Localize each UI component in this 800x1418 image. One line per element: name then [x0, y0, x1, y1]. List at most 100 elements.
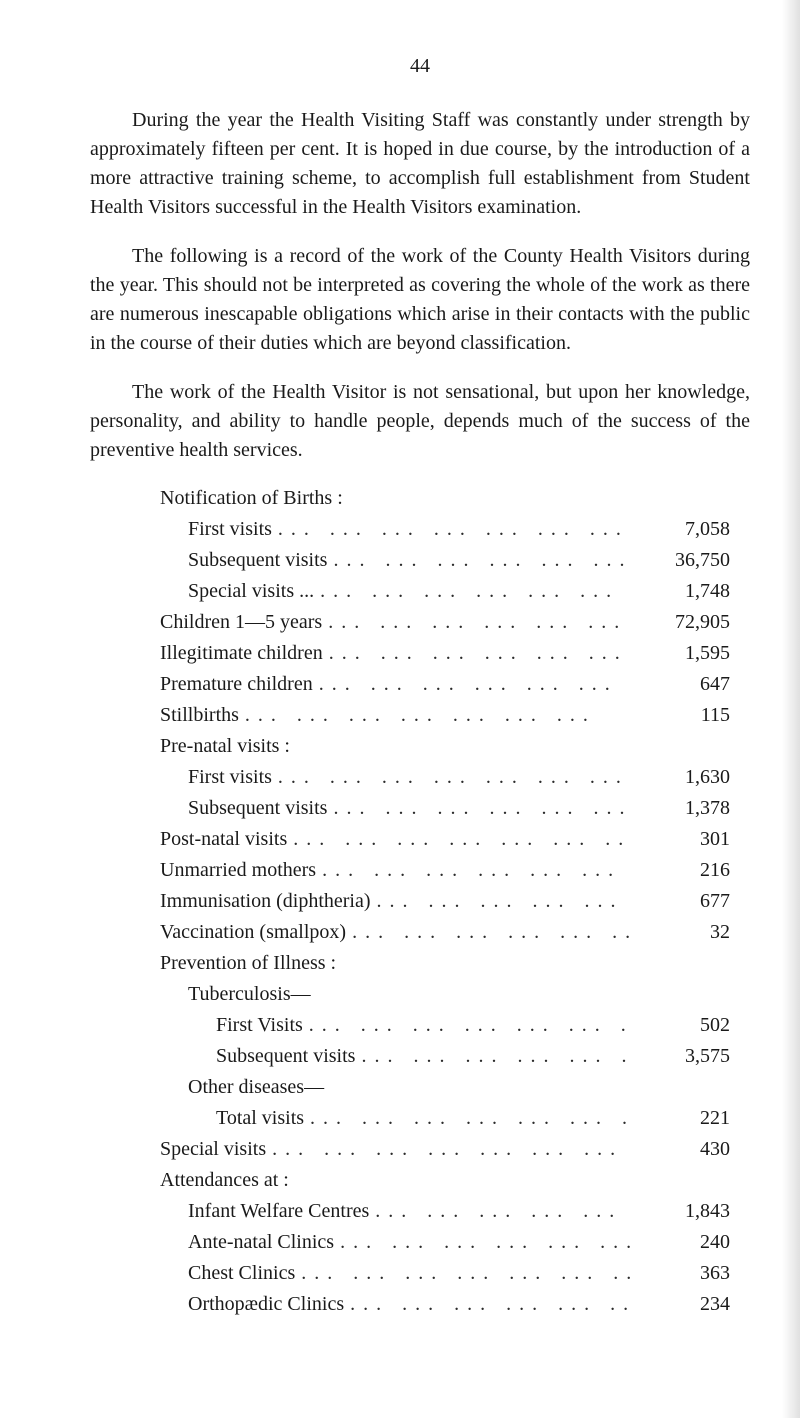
table-row: Ante-natal Clinics... ... ... ... ... ..… — [160, 1227, 750, 1258]
row-value: 240 — [630, 1227, 750, 1258]
leader-dots: ... ... ... ... ... ... ... — [322, 607, 630, 638]
leader-dots: ... ... ... ... ... ... ... — [355, 1041, 630, 1072]
table-row: Premature children... ... ... ... ... ..… — [160, 669, 750, 700]
document-page: 44 During the year the Health Visiting S… — [0, 0, 800, 1418]
row-label: Chest Clinics — [160, 1258, 295, 1289]
table-row: Tuberculosis— — [160, 979, 750, 1010]
table-row: Pre-natal visits : — [160, 731, 750, 762]
row-label: Special visits ... — [160, 576, 314, 607]
leader-dots: ... ... ... ... ... ... ... — [323, 638, 630, 669]
row-label: Special visits — [160, 1134, 266, 1165]
row-label: Subsequent visits — [160, 545, 327, 576]
leader-dots: ... ... ... ... ... ... ... — [346, 917, 630, 948]
row-label: Ante-natal Clinics — [160, 1227, 334, 1258]
row-label: Illegitimate children — [160, 638, 323, 669]
table-row: First Visits... ... ... ... ... ... ...5… — [160, 1010, 750, 1041]
row-value: 1,595 — [630, 638, 750, 669]
row-label: Other diseases— — [160, 1072, 324, 1103]
paragraph-1: During the year the Health Visiting Staf… — [90, 106, 750, 222]
table-row: First visits... ... ... ... ... ... ...1… — [160, 762, 750, 793]
table-row: Attendances at : — [160, 1165, 750, 1196]
row-label: Total visits — [160, 1103, 304, 1134]
row-label: Tuberculosis— — [160, 979, 311, 1010]
table-row: Prevention of Illness : — [160, 948, 750, 979]
row-value: 7,058 — [630, 514, 750, 545]
page-number: 44 — [90, 55, 750, 78]
row-label: Vaccination (smallpox) — [160, 917, 346, 948]
row-value: 301 — [630, 824, 750, 855]
table-row: Subsequent visits... ... ... ... ... ...… — [160, 793, 750, 824]
row-label: Subsequent visits — [160, 1041, 355, 1072]
table-row: Children 1—5 years... ... ... ... ... ..… — [160, 607, 750, 638]
leader-dots: ... ... ... ... ... ... ... — [295, 1258, 630, 1289]
row-value: 1,748 — [630, 576, 750, 607]
row-label: First visits — [160, 514, 272, 545]
leader-dots: ... ... ... ... ... ... ... — [314, 576, 630, 607]
row-label: Subsequent visits — [160, 793, 327, 824]
row-value: 221 — [630, 1103, 750, 1134]
statistics-table: Notification of Births :First visits... … — [160, 483, 750, 1320]
table-row: Immunisation (diphtheria)... ... ... ...… — [160, 886, 750, 917]
row-label: Prevention of Illness : — [160, 948, 336, 979]
row-value: 216 — [630, 855, 750, 886]
row-label: Children 1—5 years — [160, 607, 322, 638]
leader-dots: ... ... ... ... ... ... ... — [371, 886, 630, 917]
table-row: Chest Clinics... ... ... ... ... ... ...… — [160, 1258, 750, 1289]
row-label: Notification of Births : — [160, 483, 343, 514]
row-value: 115 — [630, 700, 750, 731]
table-row: First visits... ... ... ... ... ... ...7… — [160, 514, 750, 545]
leader-dots: ... ... ... ... ... ... ... — [334, 1227, 630, 1258]
row-label: Immunisation (diphtheria) — [160, 886, 371, 917]
row-label: Pre-natal visits : — [160, 731, 290, 762]
leader-dots: ... ... ... ... ... ... ... — [266, 1134, 630, 1165]
table-row: Illegitimate children... ... ... ... ...… — [160, 638, 750, 669]
row-value: 363 — [630, 1258, 750, 1289]
table-row: Stillbirths... ... ... ... ... ... ...11… — [160, 700, 750, 731]
table-row: Other diseases— — [160, 1072, 750, 1103]
row-label: First Visits — [160, 1010, 303, 1041]
leader-dots: ... ... ... ... ... ... ... — [313, 669, 630, 700]
table-row: Orthopædic Clinics... ... ... ... ... ..… — [160, 1289, 750, 1320]
row-value: 72,905 — [630, 607, 750, 638]
table-row: Infant Welfare Centres... ... ... ... ..… — [160, 1196, 750, 1227]
leader-dots: ... ... ... ... ... ... ... — [304, 1103, 630, 1134]
table-row: Unmarried mothers... ... ... ... ... ...… — [160, 855, 750, 886]
page-edge-shadow — [782, 0, 800, 1418]
row-value: 3,575 — [630, 1041, 750, 1072]
row-value: 234 — [630, 1289, 750, 1320]
table-row: Special visits... ... ... ... ... ... ..… — [160, 1134, 750, 1165]
row-value: 677 — [630, 886, 750, 917]
table-row: Notification of Births : — [160, 483, 750, 514]
leader-dots: ... ... ... ... ... ... ... — [327, 545, 630, 576]
row-value: 647 — [630, 669, 750, 700]
paragraph-2: The following is a record of the work of… — [90, 242, 750, 358]
table-row: Total visits... ... ... ... ... ... ...2… — [160, 1103, 750, 1134]
table-row: Subsequent visits... ... ... ... ... ...… — [160, 1041, 750, 1072]
row-value: 1,630 — [630, 762, 750, 793]
leader-dots: ... ... ... ... ... ... ... — [272, 514, 630, 545]
leader-dots: ... ... ... ... ... ... ... — [327, 793, 630, 824]
table-row: Subsequent visits... ... ... ... ... ...… — [160, 545, 750, 576]
row-label: Attendances at : — [160, 1165, 289, 1196]
leader-dots: ... ... ... ... ... ... ... — [369, 1196, 630, 1227]
row-value: 32 — [630, 917, 750, 948]
leader-dots: ... ... ... ... ... ... ... — [272, 762, 630, 793]
row-label: Post-natal visits — [160, 824, 287, 855]
leader-dots: ... ... ... ... ... ... ... — [344, 1289, 630, 1320]
leader-dots: ... ... ... ... ... ... ... — [303, 1010, 630, 1041]
table-row: Special visits ...... ... ... ... ... ..… — [160, 576, 750, 607]
row-value: 502 — [630, 1010, 750, 1041]
row-label: Premature children — [160, 669, 313, 700]
leader-dots: ... ... ... ... ... ... ... — [316, 855, 630, 886]
row-label: Unmarried mothers — [160, 855, 316, 886]
row-label: Orthopædic Clinics — [160, 1289, 344, 1320]
row-value: 1,378 — [630, 793, 750, 824]
row-value: 430 — [630, 1134, 750, 1165]
row-label: Infant Welfare Centres — [160, 1196, 369, 1227]
leader-dots: ... ... ... ... ... ... ... — [239, 700, 630, 731]
paragraph-3: The work of the Health Visitor is not se… — [90, 378, 750, 465]
row-value: 36,750 — [630, 545, 750, 576]
row-label: First visits — [160, 762, 272, 793]
table-row: Post-natal visits... ... ... ... ... ...… — [160, 824, 750, 855]
row-value: 1,843 — [630, 1196, 750, 1227]
